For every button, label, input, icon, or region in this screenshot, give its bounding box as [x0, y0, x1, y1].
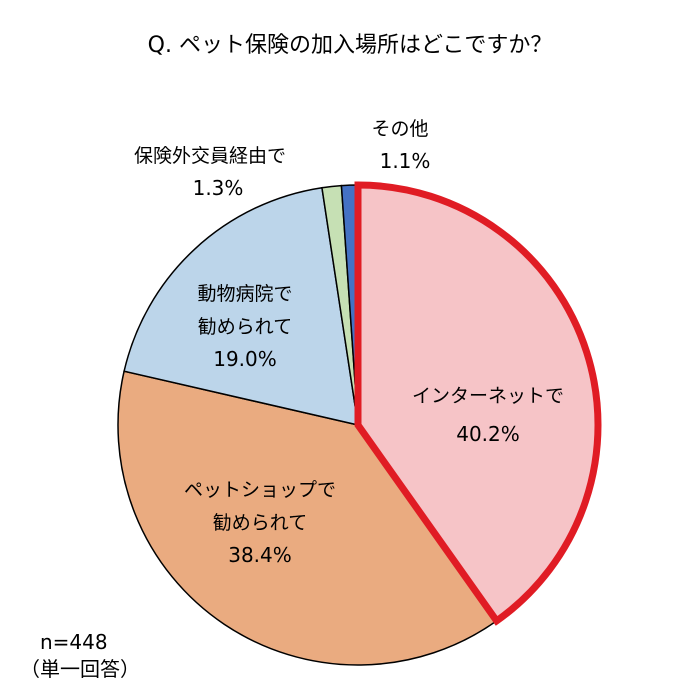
- slice-label-2-line-1: ペットショップで: [184, 479, 336, 501]
- pie-labels: インターネットで40.2%ペットショップで勧められて38.4%動物病院で勧められ…: [134, 118, 564, 567]
- pie-slices: [117, 181, 602, 666]
- answer-type-note: （単一回答）: [20, 657, 140, 681]
- pie-slice-2: [117, 370, 498, 666]
- sample-size: n=448: [40, 630, 108, 654]
- pie-slice-3: [123, 186, 359, 426]
- slice-value-4: 1.3%: [193, 176, 244, 200]
- slice-label-2-line-2: 勧められて: [213, 512, 307, 534]
- slice-value-1: 40.2%: [456, 422, 520, 446]
- highlight-outline: [354, 181, 602, 626]
- slice-label-3-line-2: 勧められて: [198, 316, 292, 338]
- slice-value-5: 1.1%: [380, 149, 431, 173]
- slice-value-3: 19.0%: [213, 347, 277, 371]
- slice-label-4-line-1: 保険外交員経由で: [134, 145, 286, 167]
- slice-label-1-line-1: インターネットで: [412, 385, 564, 407]
- slice-label-3-line-1: 動物病院で: [197, 283, 292, 305]
- slice-value-2: 38.4%: [228, 543, 292, 567]
- chart-title: Q. ペット保険の加入場所はどこですか？: [148, 33, 553, 58]
- slice-label-5-line-1: その他: [371, 118, 428, 140]
